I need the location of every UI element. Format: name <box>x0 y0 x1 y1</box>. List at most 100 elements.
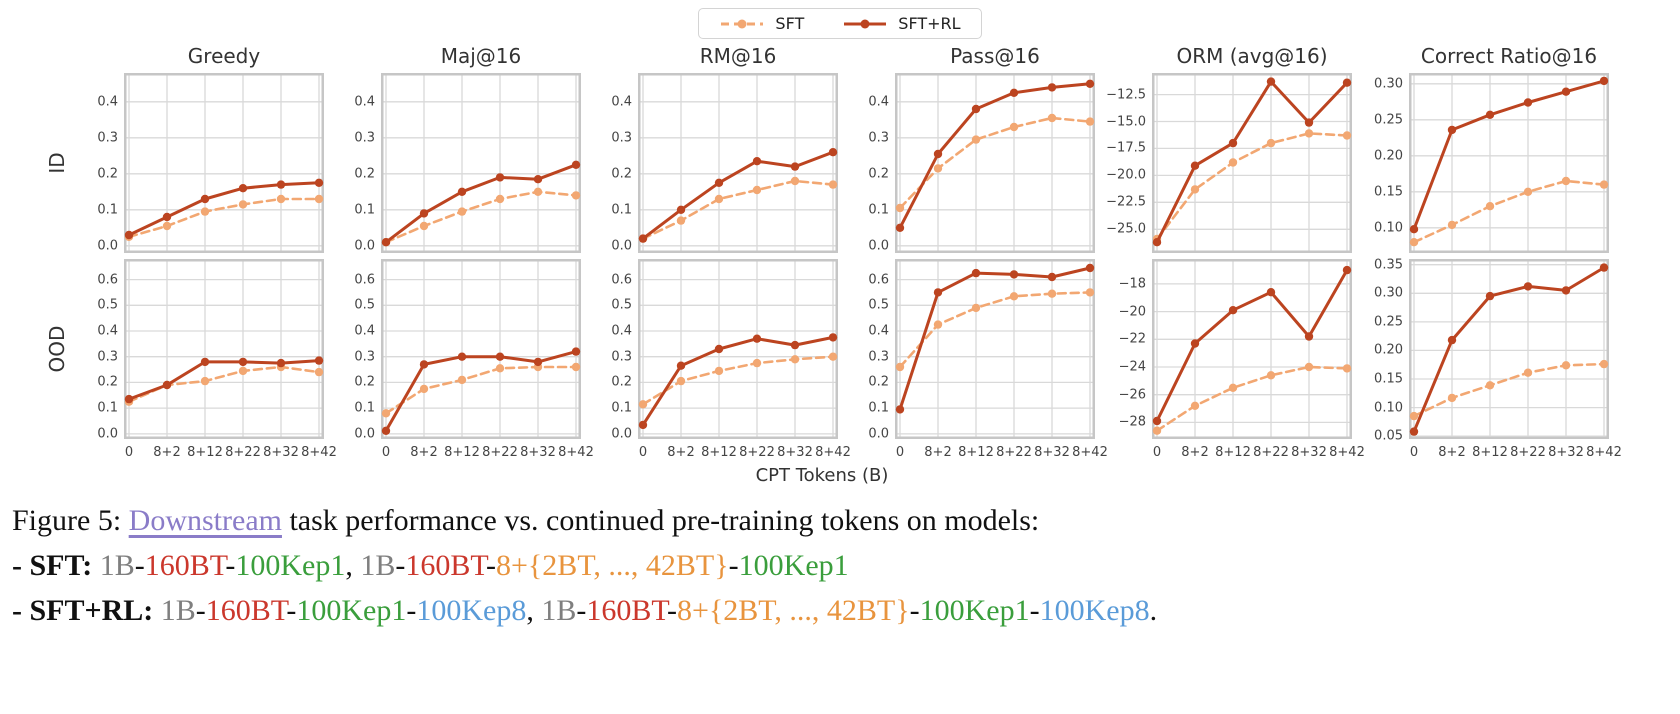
x-tick-label: 8+2 <box>1438 445 1466 460</box>
subplot-ood-greedy: 0.0 0.1 0.2 0.3 0.4 0.5 0.6 <box>72 259 324 442</box>
y-tick-label: 0.3 <box>611 349 632 365</box>
y-tick-label: 0.1 <box>97 400 118 416</box>
subplot-title: Correct Ratio@16 <box>1420 44 1598 68</box>
legend: SFT SFT+RL <box>698 8 982 39</box>
y-tick-label: 0.25 <box>1374 112 1403 128</box>
y-tick-label: 0.4 <box>97 94 118 110</box>
x-tick-label: 0 <box>1409 445 1419 460</box>
legend-item-sft: SFT <box>719 14 804 33</box>
y-tick-label: 0.4 <box>868 94 889 110</box>
caption-sft-rl-segment: 8+{2BT, ..., 42BT} <box>676 594 910 627</box>
chart-ood-rm-16 <box>638 259 838 439</box>
x-tick-label: 8+42 <box>558 445 594 460</box>
y-tick-label: 0.4 <box>354 94 375 110</box>
y-axis-ticks: −12.5 −15.0 −17.5 −20.0 −22.5 −25.0 <box>1100 73 1152 253</box>
y-tick-label: 0.3 <box>97 130 118 146</box>
x-tick-label: 0 <box>124 445 134 460</box>
y-tick-label: 0.0 <box>97 426 118 442</box>
x-tick-label: 8+32 <box>263 445 299 460</box>
subplot-column-correct-ratio-16: Correct Ratio@16 0.30 0.25 0.20 0.15 0.10 0.35… <box>1357 43 1622 463</box>
subplot-ood-pass-16: 0.0 0.1 0.2 0.3 0.4 0.5 0.6 <box>843 259 1095 442</box>
y-axis-ticks: 0.0 0.1 0.2 0.3 0.4 <box>329 73 381 253</box>
y-tick-label: 0.5 <box>354 297 375 313</box>
subplot-id-greedy: 0.0 0.1 0.2 0.3 0.4 <box>72 73 324 253</box>
chart-id-pass-16 <box>895 73 1095 253</box>
caption-line-sft-rl: - SFT+RL: 1B-160BT-100Kep1-100Kep8, 1B-1… <box>12 588 1680 633</box>
y-tick-label: 0.5 <box>611 297 632 313</box>
caption-sft-rl-segment: - <box>286 594 297 627</box>
chart-ood-orm-avg-16 <box>1152 259 1352 439</box>
caption-sft-rl-segment: - <box>1029 594 1040 627</box>
y-tick-label: 0.1 <box>868 202 889 218</box>
y-tick-label: 0.0 <box>868 426 889 442</box>
x-tick-label: 8+2 <box>924 445 952 460</box>
x-tick-label: 8+42 <box>301 445 337 460</box>
y-tick-label: 0.3 <box>354 349 375 365</box>
y-tick-label: −28 <box>1118 414 1146 430</box>
chart-id-maj-16 <box>381 73 581 253</box>
caption-sft-rl-segment: - <box>195 594 206 627</box>
subplot-ood-orm-avg-16: −18 −20 −22 −24 −26 −28 <box>1100 259 1352 439</box>
caption-sft-segment: 160BT <box>144 549 226 582</box>
subplot-title: Greedy <box>187 44 261 68</box>
caption-sft-segment: 8+{2BT, ..., 42BT} <box>495 549 729 582</box>
x-tick-label: 0 <box>1152 445 1162 460</box>
y-tick-label: 0.3 <box>611 130 632 146</box>
y-tick-label: −26 <box>1118 387 1146 403</box>
caption-sft-rl-segment: - <box>909 594 920 627</box>
caption-sft-rl-segment: - <box>406 594 417 627</box>
sft-rl-solid-line-icon <box>844 19 887 28</box>
figure-grid: ID OOD Greedy 0.0 0.1 0.2 0.3 0.4 0.0 0.1 0.2 0.3 0… <box>42 43 1680 463</box>
y-tick-label: −12.5 <box>1106 87 1146 103</box>
subplot-id-maj-16: 0.0 0.1 0.2 0.3 0.4 <box>329 73 581 253</box>
y-tick-label: 0.2 <box>97 166 118 182</box>
x-tick-label: 8+22 <box>996 445 1032 460</box>
caption-sft-segment: - <box>728 549 739 582</box>
caption-sft-rl-segment: 160BT <box>205 594 287 627</box>
y-axis-ticks: 0.0 0.1 0.2 0.3 0.4 <box>586 73 638 253</box>
downstream-link[interactable]: Downstream <box>128 504 282 537</box>
subplot-title: Maj@16 <box>440 44 522 68</box>
subplot-column-rm-16: RM@16 0.0 0.1 0.2 0.3 0.4 0.0 0.1 0.2 0.3 0.4 0.5 0.… <box>586 43 851 463</box>
caption-sft-rl-segment: 160BT <box>586 594 667 627</box>
x-tick-label: 8+22 <box>1510 445 1546 460</box>
y-tick-label: −17.5 <box>1106 140 1146 156</box>
x-tick-label: 8+2 <box>153 445 181 460</box>
row-labels: ID OOD <box>42 43 72 463</box>
y-tick-label: 0.20 <box>1374 342 1403 358</box>
x-tick-label: 8+42 <box>815 445 851 460</box>
caption-line-sft: - SFT: 1B-160BT-100Kep1, 1B-160BT-8+{2BT… <box>12 543 1680 588</box>
y-tick-label: 0.2 <box>97 374 118 390</box>
y-tick-label: 0.2 <box>354 374 375 390</box>
y-tick-label: 0.2 <box>354 166 375 182</box>
caption-sft-rl-segment: , <box>526 594 542 627</box>
y-tick-label: 0.4 <box>611 94 632 110</box>
chart-id-orm-avg-16 <box>1152 73 1352 253</box>
chart-id-greedy <box>124 73 324 253</box>
y-tick-label: 0.35 <box>1374 257 1403 273</box>
x-tick-label: 8+42 <box>1072 445 1108 460</box>
x-tick-label: 8+12 <box>958 445 994 460</box>
y-tick-label: 0.1 <box>611 202 632 218</box>
y-tick-label: 0.2 <box>868 166 889 182</box>
caption-figure-label: Figure 5: <box>12 504 129 537</box>
x-tick-label: 8+2 <box>667 445 695 460</box>
x-tick-label: 8+2 <box>410 445 438 460</box>
caption-sft-segment: 100Kep1 <box>738 549 849 582</box>
legend-label-sft-rl: SFT+RL <box>898 14 961 33</box>
y-axis-ticks: 0.0 0.1 0.2 0.3 0.4 <box>843 73 895 253</box>
subplot-title: ORM (avg@16) <box>1176 44 1328 68</box>
y-axis-ticks: 0.0 0.1 0.2 0.3 0.4 0.5 0.6 <box>843 259 895 442</box>
subplot-column-orm-avg-16: ORM (avg@16) −12.5 −15.0 −17.5 −20.0 −22.5 −25… <box>1100 43 1365 463</box>
y-tick-label: 0.3 <box>354 130 375 146</box>
y-tick-label: 0.1 <box>354 400 375 416</box>
caption-sft-segment: 1B <box>99 549 135 582</box>
y-tick-label: 0.2 <box>868 374 889 390</box>
caption-sft-rl-segment: . <box>1149 594 1158 627</box>
y-axis-ticks: 0.0 0.1 0.2 0.3 0.4 <box>72 73 124 253</box>
caption-sft-segment: - SFT: <box>12 549 100 582</box>
legend-item-sft-rl: SFT+RL <box>842 14 961 33</box>
y-tick-label: 0.10 <box>1374 220 1403 236</box>
y-tick-label: 0.1 <box>97 202 118 218</box>
y-tick-label: 0.20 <box>1374 148 1403 164</box>
